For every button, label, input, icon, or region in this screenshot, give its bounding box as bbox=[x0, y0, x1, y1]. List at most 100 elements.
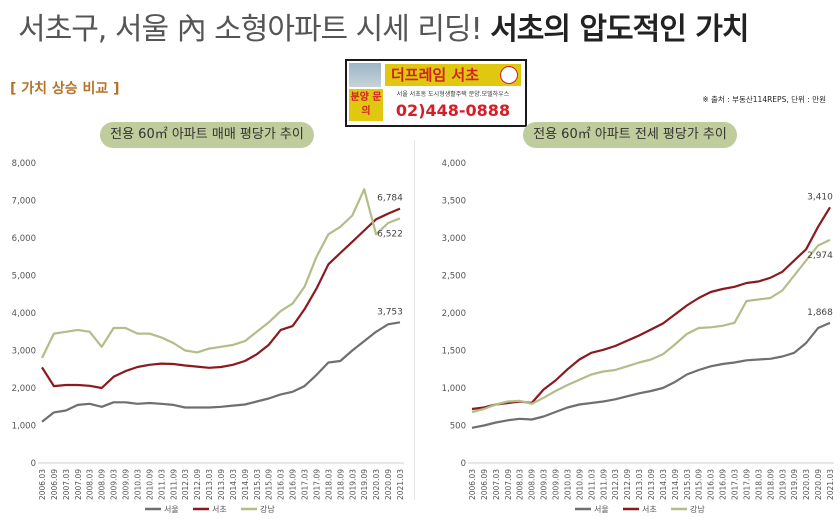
series-line-서울 bbox=[471, 321, 831, 429]
x-tick-label: 2015.03 bbox=[683, 469, 692, 500]
ad-banner[interactable]: 분양 문의 더프레임 서초 서울 서초동 도시형생활주택 분양.모델하우스 02… bbox=[345, 59, 527, 127]
x-tick-label: 2009.09 bbox=[122, 469, 131, 500]
x-tick-label: 2008.03 bbox=[516, 469, 525, 500]
end-value-label: 6,784 bbox=[377, 194, 403, 204]
y-tick-label: 2,500 bbox=[442, 272, 466, 282]
x-tick-label: 2017.09 bbox=[742, 469, 751, 500]
y-tick-label: 2,000 bbox=[442, 309, 466, 319]
x-tick-label: 2021.03 bbox=[396, 469, 405, 500]
x-tick-label: 2010.03 bbox=[133, 469, 142, 500]
x-tick-label: 2008.09 bbox=[528, 469, 537, 500]
x-tick-label: 2007.09 bbox=[504, 469, 513, 500]
y-tick-label: 5,000 bbox=[12, 272, 36, 282]
ad-description: 서울 서초동 도시형생활주택 분양.모델하우스 bbox=[396, 91, 510, 98]
chart-title-jeonse: 전용 60㎡ 아파트 전세 평당가 추이 bbox=[523, 122, 737, 148]
x-tick-label: 2016.09 bbox=[719, 469, 728, 500]
legend-label: 강남 bbox=[260, 504, 275, 514]
x-tick-label: 2013.03 bbox=[205, 469, 214, 500]
x-tick-label: 2019.03 bbox=[348, 469, 357, 500]
series-line-서초 bbox=[471, 206, 831, 411]
y-tick-label: 4,000 bbox=[442, 159, 466, 169]
ad-phone[interactable]: 02)448-0888 bbox=[385, 101, 521, 120]
seal-icon bbox=[500, 66, 518, 84]
y-tick-label: 4,000 bbox=[12, 309, 36, 319]
x-tick-label: 2018.03 bbox=[324, 469, 333, 500]
y-tick-label: 1,500 bbox=[442, 347, 466, 357]
series-line-서울 bbox=[41, 321, 401, 423]
end-value-label: 6,522 bbox=[377, 229, 403, 239]
x-tick-label: 2017.09 bbox=[312, 469, 321, 500]
y-tick-label: 3,500 bbox=[442, 197, 466, 207]
x-tick-label: 2020.03 bbox=[372, 469, 381, 500]
y-tick-label: 3,000 bbox=[12, 347, 36, 357]
x-tick-label: 2011.03 bbox=[157, 469, 166, 500]
x-tick-label: 2010.03 bbox=[563, 469, 572, 500]
x-tick-label: 2006.03 bbox=[38, 469, 47, 500]
x-tick-label: 2014.03 bbox=[659, 469, 668, 500]
x-tick-label: 2006.03 bbox=[468, 469, 477, 500]
series-line-강남 bbox=[471, 238, 831, 414]
x-tick-label: 2007.03 bbox=[492, 469, 501, 500]
x-tick-label: 2017.03 bbox=[731, 469, 740, 500]
source-note: ※ 출처 : 부동산114REPS, 단위 : 만원 bbox=[702, 95, 826, 104]
y-tick-label: 0 bbox=[31, 459, 36, 469]
x-tick-label: 2019.03 bbox=[778, 469, 787, 500]
x-tick-label: 2011.03 bbox=[587, 469, 596, 500]
x-tick-label: 2010.09 bbox=[145, 469, 154, 500]
x-tick-label: 2013.09 bbox=[647, 469, 656, 500]
legend-label: 강남 bbox=[690, 504, 705, 514]
x-tick-label: 2012.03 bbox=[611, 469, 620, 500]
y-tick-label: 1,000 bbox=[442, 384, 466, 394]
x-tick-label: 2013.09 bbox=[217, 469, 226, 500]
x-tick-label: 2013.03 bbox=[635, 469, 644, 500]
x-tick-label: 2020.09 bbox=[814, 469, 823, 500]
x-tick-label: 2015.09 bbox=[695, 469, 704, 500]
end-value-label: 3,410 bbox=[807, 192, 833, 202]
chart-divider bbox=[414, 140, 415, 500]
x-tick-label: 2019.09 bbox=[360, 469, 369, 500]
series-line-강남 bbox=[41, 188, 401, 359]
x-tick-label: 2006.09 bbox=[50, 469, 59, 500]
legend-label: 서초 bbox=[212, 505, 227, 514]
y-tick-label: 500 bbox=[450, 422, 466, 432]
x-tick-label: 2014.09 bbox=[671, 469, 680, 500]
x-tick-label: 2014.09 bbox=[241, 469, 250, 500]
ad-brand: 더프레임 서초 bbox=[385, 64, 521, 86]
x-tick-label: 2009.03 bbox=[110, 469, 119, 500]
x-tick-label: 2020.09 bbox=[384, 469, 393, 500]
x-tick-label: 2015.03 bbox=[253, 469, 262, 500]
y-tick-label: 6,000 bbox=[12, 234, 36, 244]
end-value-label: 2,974 bbox=[807, 251, 833, 261]
x-tick-label: 2016.03 bbox=[277, 469, 286, 500]
y-tick-label: 1,000 bbox=[12, 422, 36, 432]
y-tick-label: 0 bbox=[461, 459, 466, 469]
legend-label: 서울 bbox=[164, 505, 179, 514]
x-tick-label: 2008.09 bbox=[98, 469, 107, 500]
chart-title-sale: 전용 60㎡ 아파트 매매 평당가 추이 bbox=[100, 122, 314, 148]
x-tick-label: 2007.09 bbox=[74, 469, 83, 500]
x-tick-label: 2007.03 bbox=[62, 469, 71, 500]
y-tick-label: 2,000 bbox=[12, 384, 36, 394]
x-tick-label: 2012.03 bbox=[181, 469, 190, 500]
x-tick-label: 2020.03 bbox=[802, 469, 811, 500]
ad-phone-number: 448-0888 bbox=[425, 101, 511, 120]
building-photo bbox=[349, 63, 381, 87]
x-tick-label: 2015.09 bbox=[265, 469, 274, 500]
y-tick-label: 3,000 bbox=[442, 234, 466, 244]
x-tick-label: 2014.03 bbox=[229, 469, 238, 500]
x-tick-label: 2009.03 bbox=[540, 469, 549, 500]
headline-bold: 서초의 압도적인 가치 bbox=[490, 12, 749, 47]
x-tick-label: 2016.09 bbox=[289, 469, 298, 500]
x-tick-label: 2018.03 bbox=[754, 469, 763, 500]
x-tick-label: 2012.09 bbox=[623, 469, 632, 500]
end-value-label: 1,868 bbox=[807, 308, 833, 318]
section-label: [ 가치 상승 비교 ] bbox=[10, 81, 120, 97]
x-tick-label: 2011.09 bbox=[169, 469, 178, 500]
y-tick-label: 7,000 bbox=[12, 197, 36, 207]
x-tick-label: 2011.09 bbox=[599, 469, 608, 500]
ad-brand-text: 더프레임 서초 bbox=[391, 66, 480, 84]
x-tick-label: 2010.09 bbox=[575, 469, 584, 500]
x-tick-label: 2006.09 bbox=[480, 469, 489, 500]
legend-label: 서울 bbox=[594, 505, 609, 514]
x-tick-label: 2012.09 bbox=[193, 469, 202, 500]
